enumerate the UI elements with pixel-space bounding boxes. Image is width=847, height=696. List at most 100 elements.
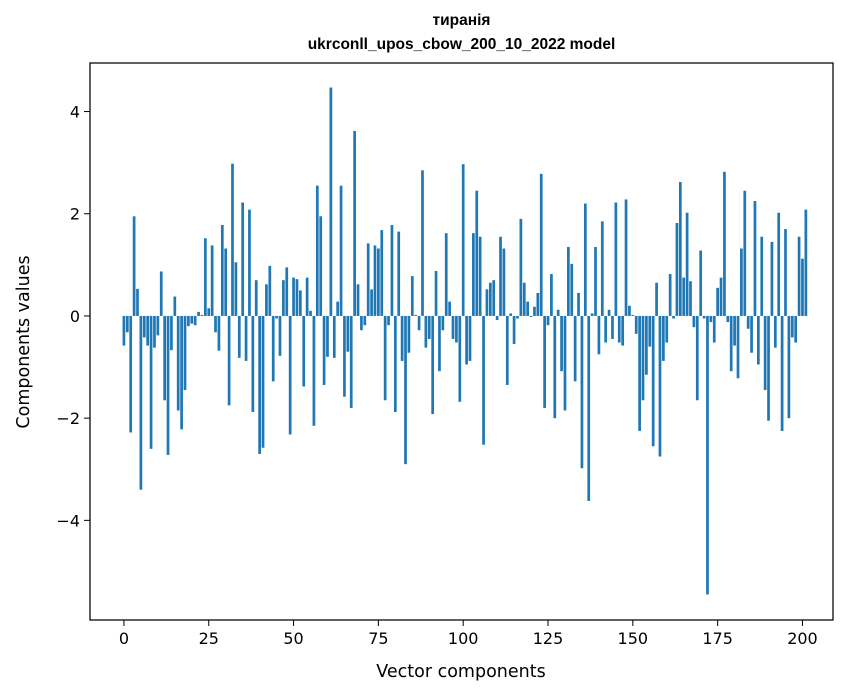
bar [662, 315, 665, 361]
bar [628, 305, 631, 316]
x-tick-label: 25 [199, 629, 219, 648]
bar [760, 236, 764, 316]
bar [567, 246, 570, 316]
bar [237, 315, 241, 358]
bar [573, 315, 577, 382]
bar [638, 315, 641, 431]
bar [298, 290, 302, 316]
bar [709, 315, 713, 323]
bar [275, 315, 278, 319]
y-tick-label: −2 [56, 409, 80, 428]
bar [455, 315, 458, 343]
bar [132, 216, 136, 316]
bar [529, 315, 533, 317]
bar [553, 315, 557, 419]
bar [356, 284, 360, 316]
bar [577, 292, 580, 316]
bar [614, 202, 618, 316]
bar [146, 315, 150, 346]
bar [461, 164, 465, 316]
bar [149, 315, 153, 449]
bar [187, 315, 190, 327]
bar [801, 258, 804, 316]
bar [773, 315, 777, 348]
bar [278, 315, 282, 356]
bar [695, 315, 699, 401]
x-tick-label: 0 [119, 629, 129, 648]
bar [166, 315, 170, 455]
bar [180, 315, 183, 430]
bar-series [122, 87, 808, 595]
bar [651, 315, 655, 447]
bar [163, 315, 166, 401]
bar [448, 301, 451, 316]
bar [780, 315, 784, 431]
bar [421, 170, 424, 316]
bar [380, 230, 384, 316]
bar [757, 315, 760, 365]
bar [288, 315, 292, 435]
bar [173, 296, 177, 316]
bar [488, 282, 492, 316]
bar [672, 315, 675, 319]
bar [787, 315, 791, 419]
bar [349, 315, 353, 408]
bar [271, 315, 275, 382]
bar [322, 315, 326, 385]
bar [207, 308, 211, 316]
bar [784, 229, 787, 316]
bar [451, 315, 455, 339]
chart-title: тиранія [432, 12, 491, 29]
bar [505, 315, 509, 385]
bar [397, 231, 401, 316]
bar [441, 315, 445, 331]
bar [689, 281, 692, 316]
bar [183, 315, 187, 391]
x-tick-label: 75 [368, 629, 388, 648]
bar [590, 313, 594, 316]
bar [716, 287, 719, 316]
bar [804, 209, 808, 316]
bar [227, 315, 231, 406]
chart-subtitle: ukrconll_upos_cbow_200_10_2022 model [307, 36, 616, 53]
bar [210, 245, 214, 316]
bar [797, 236, 801, 316]
bar [736, 315, 740, 379]
bar [125, 315, 129, 333]
bar [363, 315, 367, 326]
bar [190, 315, 194, 324]
bar [390, 224, 394, 316]
bar [790, 315, 794, 338]
bar [516, 315, 519, 319]
bar [617, 315, 621, 343]
bar [258, 315, 261, 454]
bar [292, 277, 295, 316]
bar [699, 250, 703, 316]
x-tick-label: 100 [448, 629, 479, 648]
bar [217, 315, 221, 351]
bar [410, 276, 414, 316]
bar [139, 315, 143, 490]
y-tick-label: 4 [70, 103, 80, 122]
bar [685, 212, 689, 316]
bar [719, 277, 723, 316]
bar [244, 315, 248, 361]
bar [522, 282, 526, 316]
y-tick-label: −4 [56, 511, 80, 530]
bar [604, 315, 608, 343]
bar [444, 233, 448, 316]
bar [383, 315, 387, 401]
bar [794, 315, 798, 343]
bar [404, 315, 407, 465]
bar [285, 267, 289, 316]
bar [658, 315, 662, 457]
bar [431, 315, 435, 415]
bar [563, 315, 567, 411]
bar [360, 315, 363, 331]
bar [550, 274, 553, 316]
bar [675, 222, 679, 316]
bar [265, 284, 268, 316]
bar [336, 301, 340, 316]
y-tick-label: 2 [70, 205, 80, 224]
bar [502, 248, 506, 316]
